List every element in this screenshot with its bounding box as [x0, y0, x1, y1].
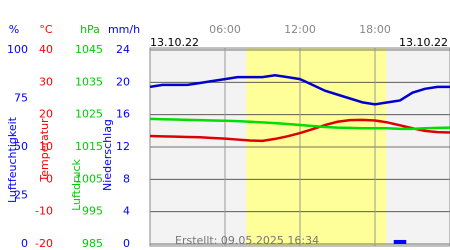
- date-right: 13.10.22: [399, 36, 448, 49]
- axis-title: Luftdruck: [70, 158, 83, 210]
- y-tick-label: 20: [39, 108, 53, 121]
- axis-unit: %: [9, 23, 19, 36]
- y-tick-label: 20: [116, 75, 130, 88]
- footer: Erstellt: 09.05.2025 16:34: [175, 234, 319, 247]
- y-tick-label: 1045: [75, 43, 103, 56]
- axis-title: Niederschlag: [101, 119, 114, 191]
- y-tick-label: 8: [123, 172, 130, 185]
- y-tick-label: 1005: [75, 172, 103, 185]
- x-tick-label: 12:00: [284, 23, 316, 36]
- axis-title: Temperatur: [38, 118, 51, 183]
- y-tick-label: 0: [123, 237, 130, 250]
- x-tick-label: 06:00: [209, 23, 241, 36]
- series-line: [149, 117, 450, 131]
- series-line: [149, 118, 450, 143]
- y-tick-label: 1035: [75, 75, 103, 88]
- y-tick-label: 40: [39, 43, 53, 56]
- y-tick-label: 1025: [75, 108, 103, 121]
- y-tick-label: 30: [39, 75, 53, 88]
- y-tick-label: -10: [35, 205, 53, 218]
- y-tick-label: 1015: [75, 140, 103, 153]
- axis-unit: hPa: [80, 23, 100, 36]
- y-tick-label: 50: [14, 140, 28, 153]
- axis-title: Luftfeuchtigkeit: [6, 116, 19, 203]
- y-tick-label: 24: [116, 43, 130, 56]
- axis-unit: °C: [39, 23, 53, 36]
- y-tick-label: 0: [46, 172, 53, 185]
- plot-frame: [149, 47, 450, 247]
- y-tick-label: 75: [14, 92, 28, 105]
- y-tick-label: 0: [21, 237, 28, 250]
- precipitation-bar: [393, 239, 407, 244]
- y-tick-label: 985: [82, 237, 103, 250]
- y-tick-label: 16: [116, 108, 130, 121]
- date-left: 13.10.22: [150, 36, 199, 49]
- axis-unit: mm/h: [108, 23, 140, 36]
- y-tick-label: 4: [123, 205, 130, 218]
- series-line: [149, 73, 450, 106]
- y-tick-label: -20: [35, 237, 53, 250]
- y-tick-label: 12: [116, 140, 130, 153]
- y-tick-label: 25: [14, 189, 28, 202]
- x-tick-label: 18:00: [359, 23, 391, 36]
- y-tick-label: 10: [39, 140, 53, 153]
- y-tick-label: 995: [82, 205, 103, 218]
- y-tick-label: 100: [7, 43, 28, 56]
